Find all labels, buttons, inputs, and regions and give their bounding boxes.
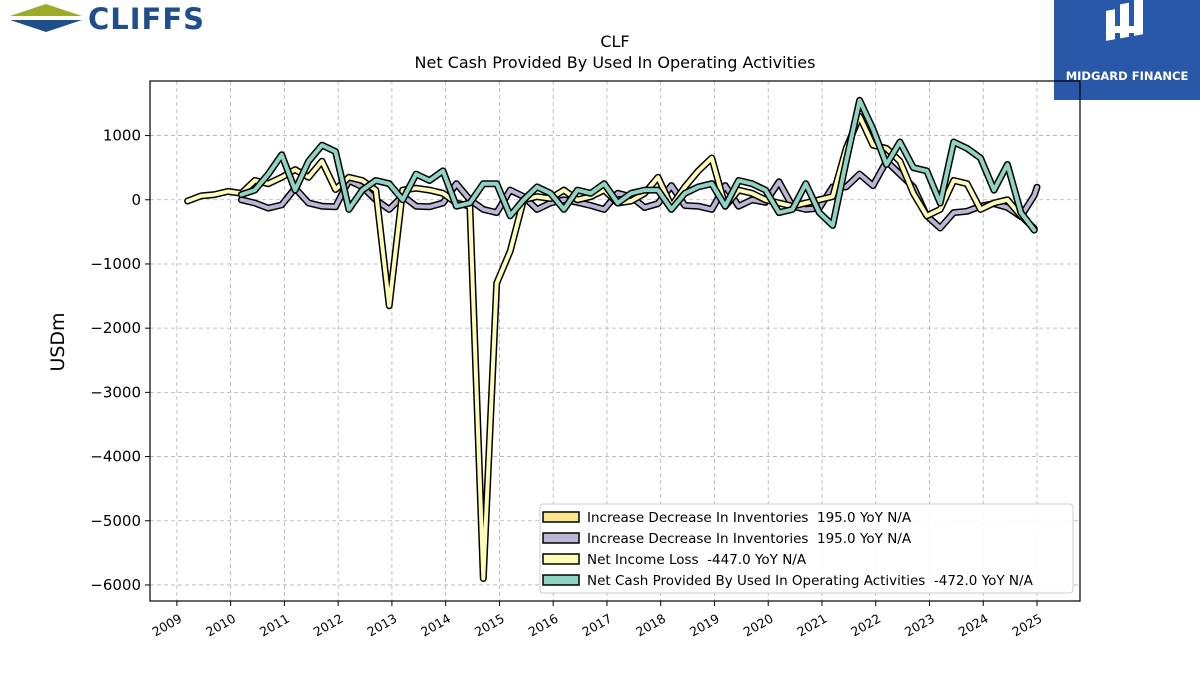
y-tick-label: −4000 bbox=[90, 448, 141, 466]
x-tick-label: 2021 bbox=[794, 611, 829, 640]
x-tick-label: 2012 bbox=[311, 611, 346, 640]
legend-swatch-2 bbox=[542, 553, 580, 565]
legend-label-3: Net Cash Provided By Used In Operating A… bbox=[587, 573, 1034, 589]
series-3-line bbox=[239, 98, 1037, 233]
x-tick-label: 2011 bbox=[257, 611, 292, 640]
y-tick-label: −6000 bbox=[90, 576, 141, 594]
x-tick-label: 2019 bbox=[687, 611, 722, 640]
legend-label-2: Net Income Loss -447.0 YoY N/A bbox=[587, 552, 807, 568]
x-tick-label: 2020 bbox=[741, 611, 776, 640]
legend-swatch-1 bbox=[542, 532, 580, 544]
cliffs-logo: CLIFFS bbox=[8, 2, 248, 38]
plot-frame bbox=[149, 80, 1081, 602]
y-axis-label: USDm bbox=[47, 312, 69, 371]
x-tick-label: 2014 bbox=[418, 611, 453, 640]
series-3-outline bbox=[237, 96, 1038, 234]
y-tick-label: 1000 bbox=[103, 127, 141, 145]
y-tick-label: 0 bbox=[131, 191, 141, 209]
legend-label-0: Increase Decrease In Inventories 195.0 Y… bbox=[587, 510, 912, 526]
x-tick-label: 2009 bbox=[149, 611, 184, 640]
x-tick-label: 2016 bbox=[526, 611, 561, 640]
legend-label-1: Increase Decrease In Inventories 195.0 Y… bbox=[587, 531, 912, 547]
x-tick-label: 2010 bbox=[203, 611, 238, 640]
x-tick-label: 2022 bbox=[848, 611, 883, 640]
y-tick-label: −2000 bbox=[90, 319, 141, 337]
x-tick-label: 2013 bbox=[364, 611, 399, 640]
legend-box bbox=[539, 503, 1074, 594]
midgard-brand-text: MIDGARD FINANCE bbox=[1065, 69, 1189, 83]
legend-swatch-0 bbox=[542, 511, 580, 523]
cliffs-logo-mark-icon bbox=[10, 4, 82, 32]
cliffs-brand-text: CLIFFS bbox=[88, 2, 206, 36]
x-tick-label: 2018 bbox=[633, 611, 668, 640]
series-layer bbox=[184, 96, 1041, 582]
y-tick-label: −1000 bbox=[90, 255, 141, 273]
y-tick-label: −3000 bbox=[90, 383, 141, 401]
x-tick-label: 2025 bbox=[1009, 611, 1044, 640]
x-tick-label: 2024 bbox=[956, 611, 991, 640]
x-tick-label: 2017 bbox=[579, 611, 614, 640]
legend-swatch-3 bbox=[542, 574, 580, 586]
chart-subtitle: Net Cash Provided By Used In Operating A… bbox=[415, 53, 816, 72]
x-tick-label: 2015 bbox=[472, 611, 507, 640]
x-tick-label: 2023 bbox=[902, 611, 937, 640]
y-tick-label: −5000 bbox=[90, 512, 141, 530]
midgard-logo-mark-icon bbox=[1106, 0, 1143, 41]
midgard-finance-logo: MIDGARD FINANCE bbox=[1054, 0, 1200, 100]
legend: Increase Decrease In Inventories 195.0 Y… bbox=[539, 503, 1074, 594]
chart-title: CLF bbox=[600, 32, 629, 51]
